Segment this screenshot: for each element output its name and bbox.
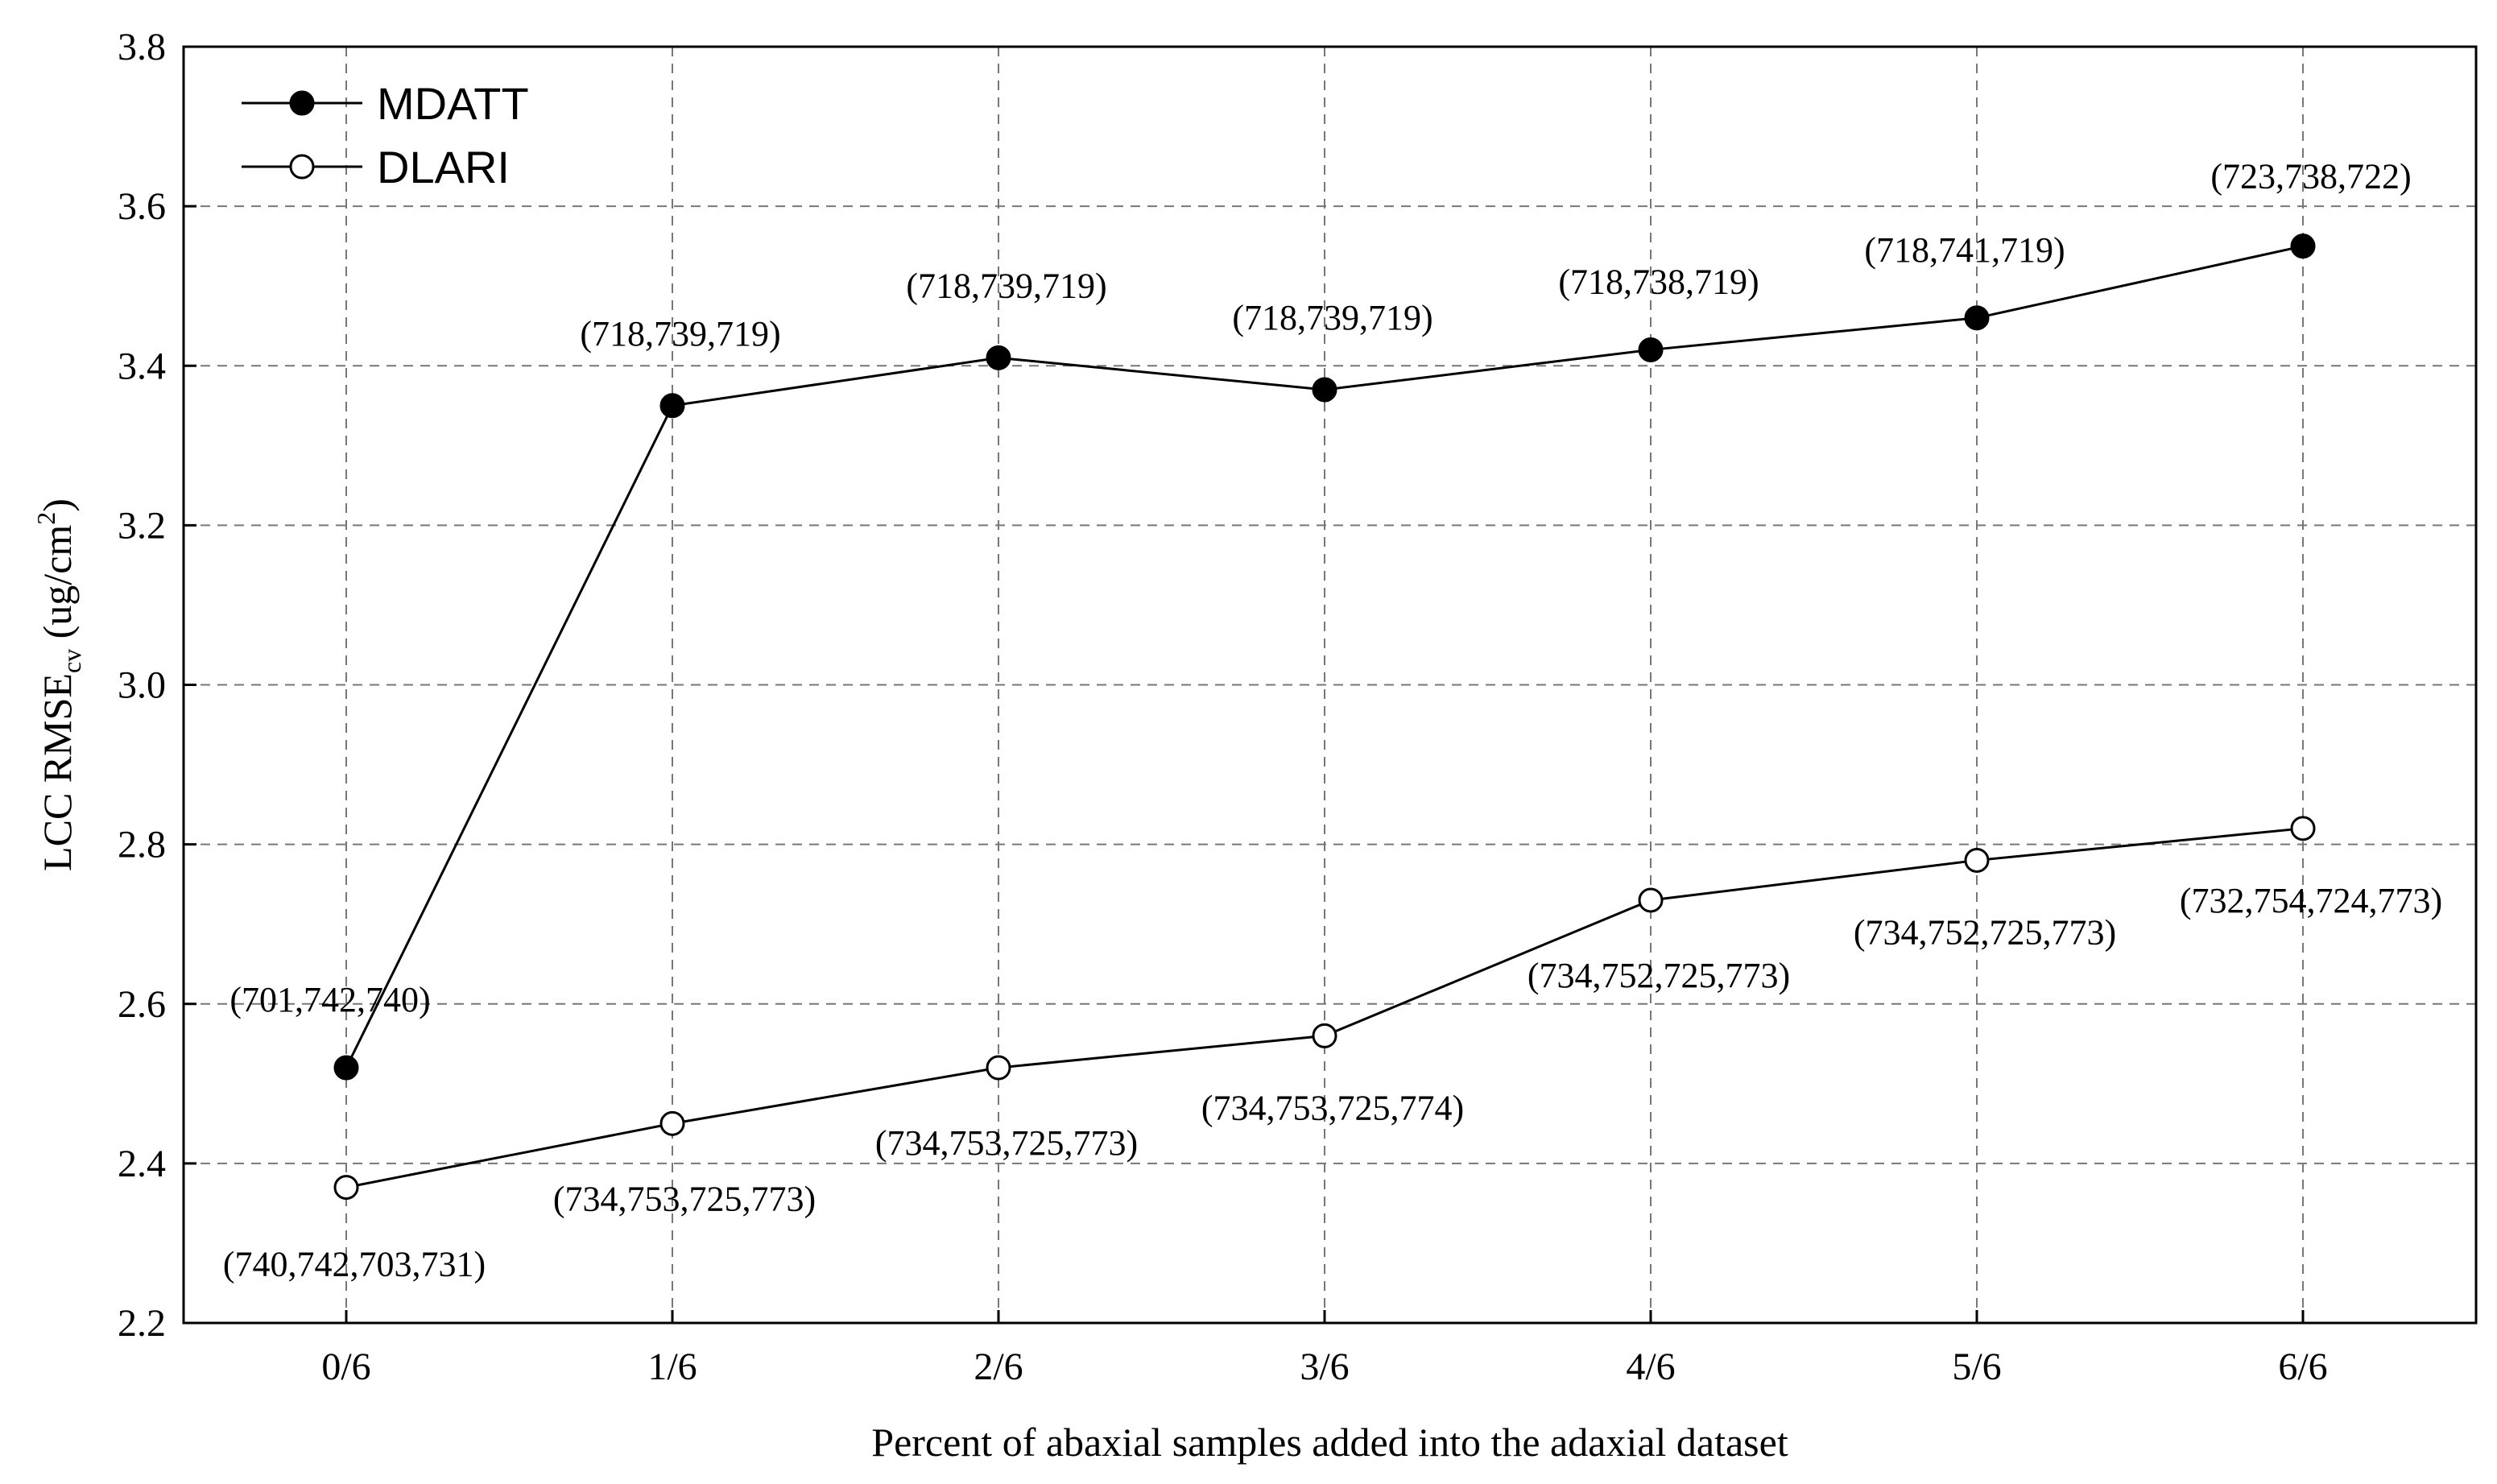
x-tick-label: 0/6 [321, 1346, 370, 1388]
grid-lines [184, 47, 2476, 1323]
y-tick-label: 2.2 [118, 1302, 166, 1345]
y-tick-label: 3.4 [118, 345, 166, 387]
data-point-dlari [986, 1055, 1011, 1081]
y-tick-label: 2.8 [118, 824, 166, 866]
data-label-mdatt: (718,739,719) [906, 266, 1106, 305]
x-tick-label: 4/6 [1626, 1346, 1675, 1388]
data-point-dlari [333, 1175, 359, 1201]
data-label-mdatt: (701,742,740) [229, 980, 430, 1019]
data-point-dlari [1312, 1023, 1337, 1048]
x-axis-title: Percent of abaxial samples added into th… [871, 1420, 1788, 1465]
data-point-dlari [1638, 887, 1664, 913]
data-label-mdatt: (718,739,719) [580, 314, 780, 353]
y-tick-label: 3.8 [118, 26, 166, 68]
data-point-mdatt [1964, 305, 1990, 331]
data-point-mdatt [333, 1055, 359, 1081]
data-point-mdatt [659, 393, 685, 419]
data-labels: (701,742,740) (718,739,719) (718,739,719) (… [223, 157, 2442, 1284]
data-label-mdatt: (718,741,719) [1864, 230, 2065, 270]
x-tick-label: 5/6 [1952, 1346, 2001, 1388]
y-axis-title-unit: (ug/cm [35, 525, 80, 649]
y-tick-label: 3.2 [118, 504, 166, 547]
data-label-dlari: (734,753,725,773) [553, 1179, 816, 1218]
y-axis-title-subscript: cv [57, 649, 86, 673]
data-label-mdatt: (718,738,719) [1558, 262, 1759, 301]
x-tick-label: 3/6 [1300, 1346, 1349, 1388]
data-label-dlari: (740,742,703,731) [223, 1245, 486, 1284]
data-label-dlari: (732,754,724,773) [2180, 881, 2442, 920]
series-markers [333, 234, 2316, 1201]
y-axis-title-main: LCC RMSE [35, 673, 80, 871]
data-label-dlari: (734,752,725,773) [1854, 912, 2116, 952]
x-tick-label: 2/6 [974, 1346, 1023, 1388]
data-label-mdatt: (718,739,719) [1232, 298, 1432, 337]
y-axis-title: LCC RMSEcv (ug/cm2) [31, 498, 86, 871]
legend-dlari-label: DLARI [377, 142, 510, 192]
x-tick-label: 1/6 [647, 1346, 697, 1388]
data-point-mdatt [986, 345, 1011, 370]
data-point-dlari [2290, 816, 2316, 841]
legend: MDATT DLARI [242, 78, 529, 192]
data-label-dlari: (734,753,725,774) [1201, 1088, 1464, 1127]
x-tick-label: 6/6 [2278, 1346, 2327, 1388]
data-label-dlari: (734,752,725,773) [1528, 956, 1790, 995]
data-label-mdatt: (723,738,722) [2210, 157, 2411, 196]
data-point-dlari [659, 1110, 685, 1136]
y-tick-label: 3.6 [118, 185, 166, 228]
y-tick-label: 2.6 [118, 983, 166, 1026]
legend-mdatt-label: MDATT [377, 78, 529, 129]
data-point-mdatt [1312, 377, 1337, 403]
data-label-dlari: (734,753,725,773) [875, 1123, 1138, 1163]
y-axis-title-unit-close: ) [35, 498, 80, 512]
axis-ticks: 2.2 2.4 2.6 2.8 3.0 3.2 3.4 3.6 3.8 0/6 1/6 2/6 3/6 4… [118, 26, 2328, 1388]
y-tick-label: 2.4 [118, 1143, 166, 1185]
y-axis-title-unit-superscript: 2 [31, 512, 60, 525]
data-point-mdatt [1638, 337, 1664, 362]
y-tick-label: 3.0 [118, 664, 166, 707]
legend-mdatt-marker [289, 90, 315, 116]
legend-dlari-marker [289, 154, 315, 180]
data-point-dlari [1964, 847, 1990, 873]
data-point-mdatt [2290, 234, 2316, 259]
